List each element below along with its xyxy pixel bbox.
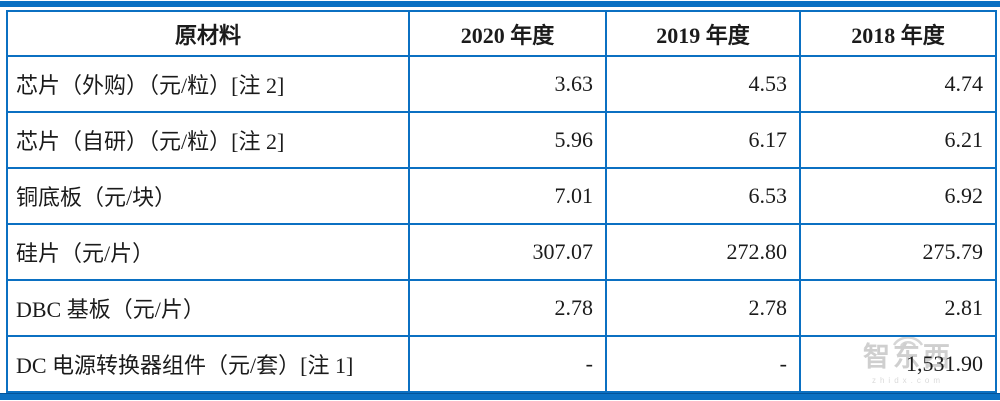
cell-value: 272.80 <box>605 223 801 281</box>
col-header-2019: 2019 年度 <box>605 10 801 57</box>
table-row: 芯片（自研）（元/粒）[注 2] 5.96 6.17 6.21 <box>6 111 997 169</box>
cell-value: 6.92 <box>799 167 997 225</box>
row-label: 芯片（外购）（元/粒）[注 2] <box>6 55 410 113</box>
cell-value: 2.78 <box>605 279 801 337</box>
row-label: DC 电源转换器组件（元/套）[注 1] <box>6 335 410 393</box>
cell-value: 6.53 <box>605 167 801 225</box>
col-header-raw-material: 原材料 <box>6 10 410 57</box>
cell-value: 275.79 <box>799 223 997 281</box>
bottom-divider <box>0 393 1000 400</box>
table-row: 芯片（外购）（元/粒）[注 2] 3.63 4.53 4.74 <box>6 55 997 113</box>
cell-value: 5.96 <box>408 111 607 169</box>
top-divider <box>0 1 1000 7</box>
table-row: DC 电源转换器组件（元/套）[注 1] - - 1,531.90 <box>6 335 997 393</box>
cell-value: 4.53 <box>605 55 801 113</box>
cell-value: 3.63 <box>408 55 607 113</box>
cell-value: 7.01 <box>408 167 607 225</box>
col-header-2020: 2020 年度 <box>408 10 607 57</box>
cell-value: 4.74 <box>799 55 997 113</box>
cell-value: 6.21 <box>799 111 997 169</box>
header-row: 原材料 2020 年度 2019 年度 2018 年度 <box>6 10 997 57</box>
cell-value: 2.78 <box>408 279 607 337</box>
col-header-2018: 2018 年度 <box>799 10 997 57</box>
cell-value: 1,531.90 <box>799 335 997 393</box>
cell-value: 2.81 <box>799 279 997 337</box>
row-label: DBC 基板（元/片） <box>6 279 410 337</box>
row-label: 铜底板（元/块） <box>6 167 410 225</box>
row-label: 芯片（自研）（元/粒）[注 2] <box>6 111 410 169</box>
row-label: 硅片（元/片） <box>6 223 410 281</box>
cell-value: 307.07 <box>408 223 607 281</box>
cell-value: 6.17 <box>605 111 801 169</box>
cell-value: - <box>605 335 801 393</box>
table-row: 铜底板（元/块） 7.01 6.53 6.92 <box>6 167 997 225</box>
table-row: DBC 基板（元/片） 2.78 2.78 2.81 <box>6 279 997 337</box>
raw-materials-price-table: 原材料 2020 年度 2019 年度 2018 年度 芯片（外购）（元/粒）[… <box>6 10 997 393</box>
cell-value: - <box>408 335 607 393</box>
table-row: 硅片（元/片） 307.07 272.80 275.79 <box>6 223 997 281</box>
